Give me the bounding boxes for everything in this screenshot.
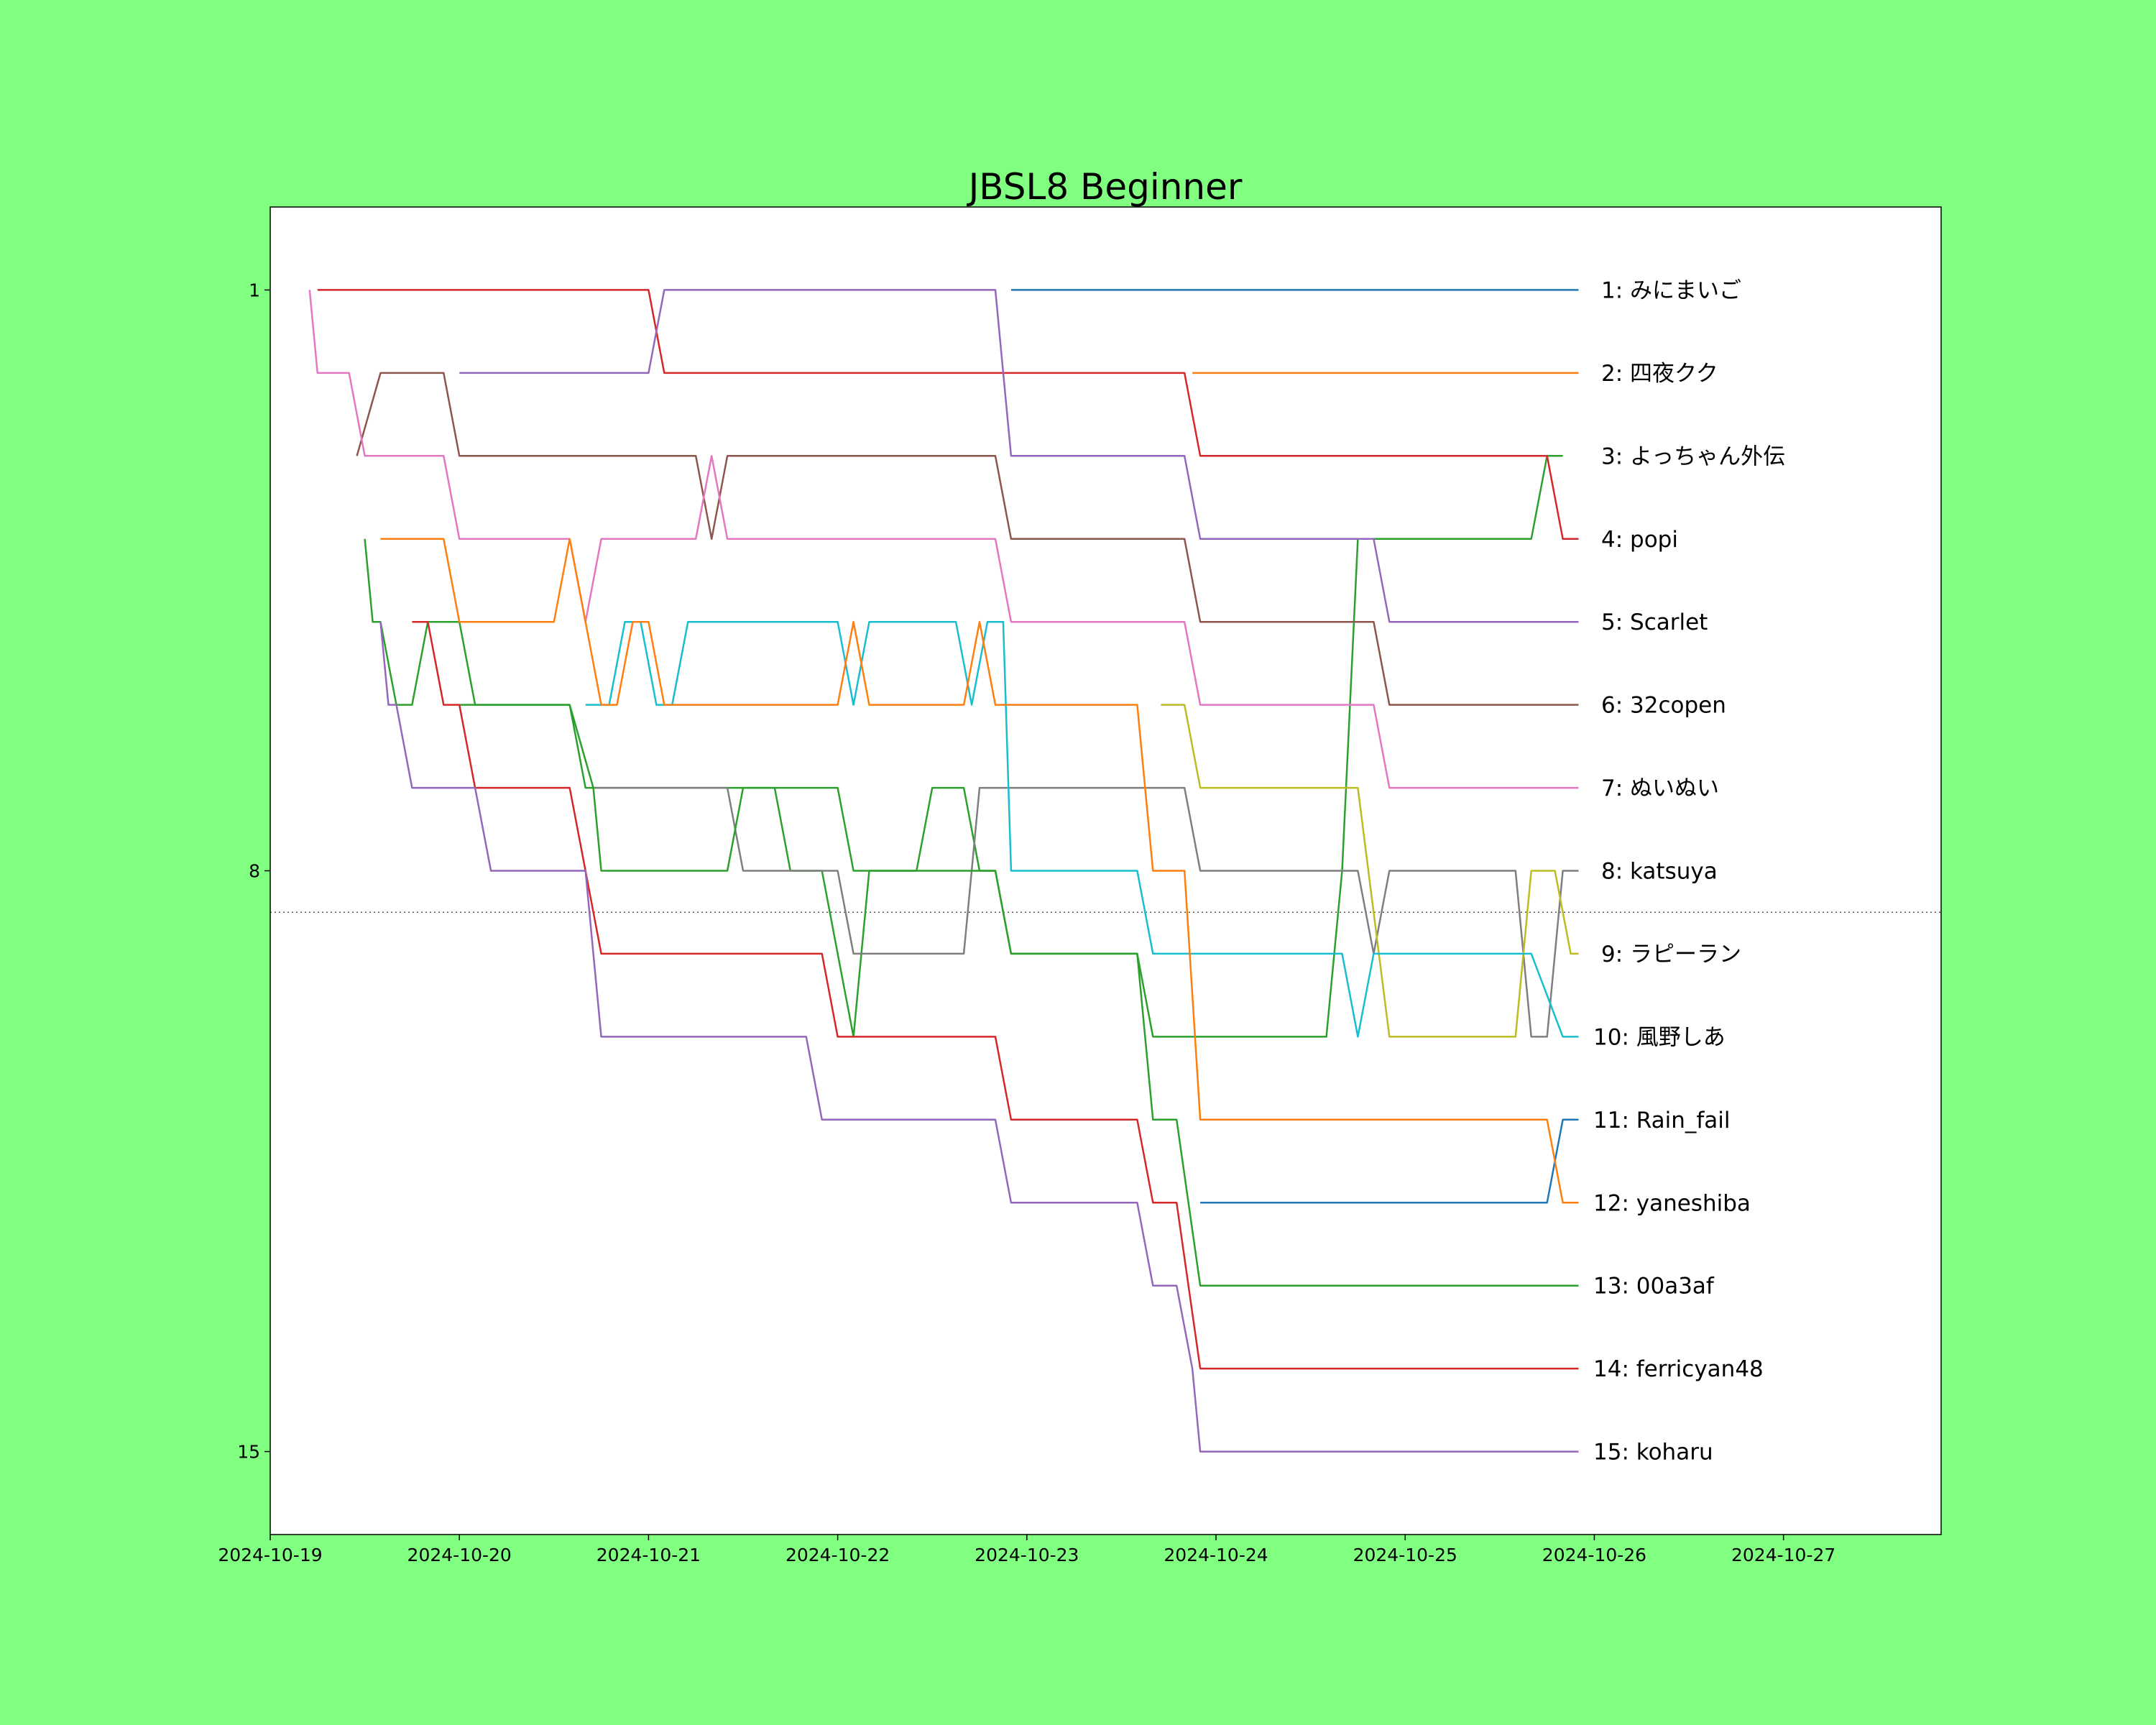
rank-label-6: 6: 32copen: [1601, 693, 1726, 719]
rank-label-10: 10: 風野しあ: [1593, 1024, 1726, 1050]
rank-label-9: 9: ラピーラン: [1601, 942, 1741, 967]
x-tick-label-6: 2024-10-24: [1164, 1545, 1268, 1565]
rank-label-7: 7: ぬいぬい: [1601, 776, 1719, 801]
series-line-4: [317, 289, 1579, 540]
x-tick-label-3: 2024-10-21: [596, 1545, 701, 1565]
rank-label-12: 12: yaneshiba: [1593, 1190, 1751, 1216]
series-line-6: [356, 372, 1579, 706]
rank-label-14: 14: ferricyan48: [1593, 1356, 1764, 1382]
x-tick-label-2: 2024-10-20: [407, 1545, 512, 1565]
rank-label-8: 8: katsuya: [1601, 859, 1718, 885]
x-tick-label-5: 2024-10-23: [975, 1545, 1079, 1565]
x-tick-label-1: 2024-10-19: [218, 1545, 322, 1565]
x-tick-label-8: 2024-10-26: [1542, 1545, 1646, 1565]
chart-title: JBSL8 Beginner: [967, 166, 1243, 208]
x-tick-label-7: 2024-10-25: [1353, 1545, 1457, 1565]
rank-label-5: 5: Scarlet: [1601, 610, 1708, 635]
rank-label-2: 2: 四夜クク: [1601, 361, 1718, 387]
rank-label-3: 3: よっちゃん外伝: [1601, 443, 1785, 469]
y-tick-label-3: 15: [237, 1442, 260, 1463]
rank-label-1: 1: みにまいご: [1601, 277, 1741, 303]
x-tick-label-9: 2024-10-27: [1731, 1545, 1835, 1565]
series-line-7: [308, 290, 1579, 789]
series-line-13: [459, 704, 1579, 1287]
rank-label-11: 11: Rain_fail: [1593, 1108, 1731, 1133]
series-line-14: [412, 620, 1579, 1370]
rank-label-13: 13: 00a3af: [1593, 1274, 1715, 1300]
series-line-10: [585, 620, 1579, 1038]
series-line-5: [459, 289, 1579, 623]
series-line-12: [380, 538, 1579, 1204]
series-line-9: [1161, 704, 1579, 1038]
rank-label-4: 4: popi: [1601, 527, 1678, 553]
series-line-8: [593, 786, 1579, 1038]
x-tick-label-4: 2024-10-22: [786, 1545, 890, 1565]
y-tick-label-1: 1: [249, 280, 260, 300]
rank-label-15: 15: koharu: [1593, 1440, 1713, 1466]
y-tick-label-2: 8: [249, 861, 260, 882]
series-line-15: [379, 622, 1579, 1453]
